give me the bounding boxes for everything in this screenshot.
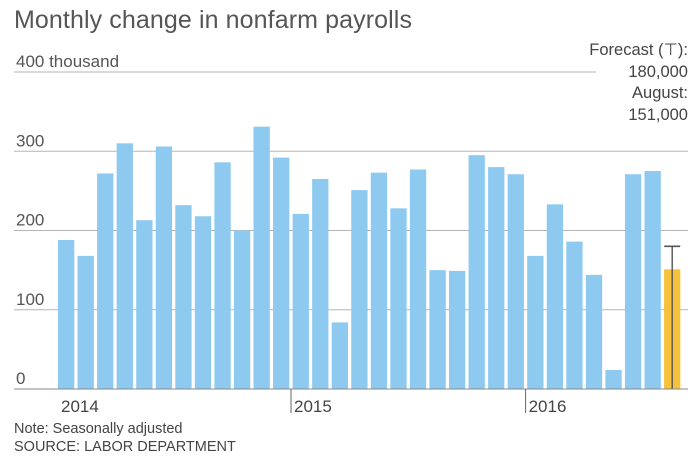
y-tick-label: 100 [16,290,44,309]
actual-value: 151,000 [628,105,688,124]
bar [253,126,270,390]
y-tick-label: 400 thousand [16,52,119,71]
bar [449,270,466,389]
bars [58,126,681,390]
y-tick-label: 200 [16,211,44,230]
y-tick-label: 300 [16,131,44,150]
bar [194,216,212,389]
note-text: Note: Seasonally adjusted [14,421,183,437]
bar [488,167,505,389]
bar [507,174,524,389]
bar [331,322,348,389]
bar [136,220,153,389]
forecast-label: Forecast (⊤): [589,41,688,59]
x-axis: 2014 2015 2016 [14,388,688,416]
bar [585,274,603,389]
bar [370,172,388,389]
bar [566,241,583,389]
bar [77,255,94,389]
y-tick-labels: 0 100 200 300 400 thousand [16,52,119,388]
forecast-marker [664,245,681,389]
bar [312,178,329,389]
x-tick-label: 2014 [61,397,99,416]
bar [175,205,192,389]
bar [429,270,446,389]
bar [605,369,622,389]
bar [58,240,75,389]
bar [155,146,173,389]
source-text: SOURCE: LABOR DEPARTMENT [14,439,236,455]
y-tick-label: 0 [16,369,25,388]
bar [292,213,309,389]
bar [233,230,251,389]
bar [116,143,133,389]
forecast-value: 180,000 [628,62,688,81]
bar [97,173,114,389]
bar [390,208,407,389]
bar [468,155,485,389]
bar [409,169,427,389]
x-tick-label: 2015 [294,397,332,416]
bar [644,171,661,389]
bar [351,190,368,389]
forecast-annotation: Forecast (⊤): 180,000 August: 151,000 [589,40,688,126]
bar [273,157,290,389]
actual-label: August: [632,84,688,102]
x-tick-label: 2016 [529,397,567,416]
chart-title: Monthly change in nonfarm payrolls [14,6,413,34]
bar [527,255,544,389]
bar [546,204,564,389]
bar [624,174,642,389]
bar [214,162,231,389]
